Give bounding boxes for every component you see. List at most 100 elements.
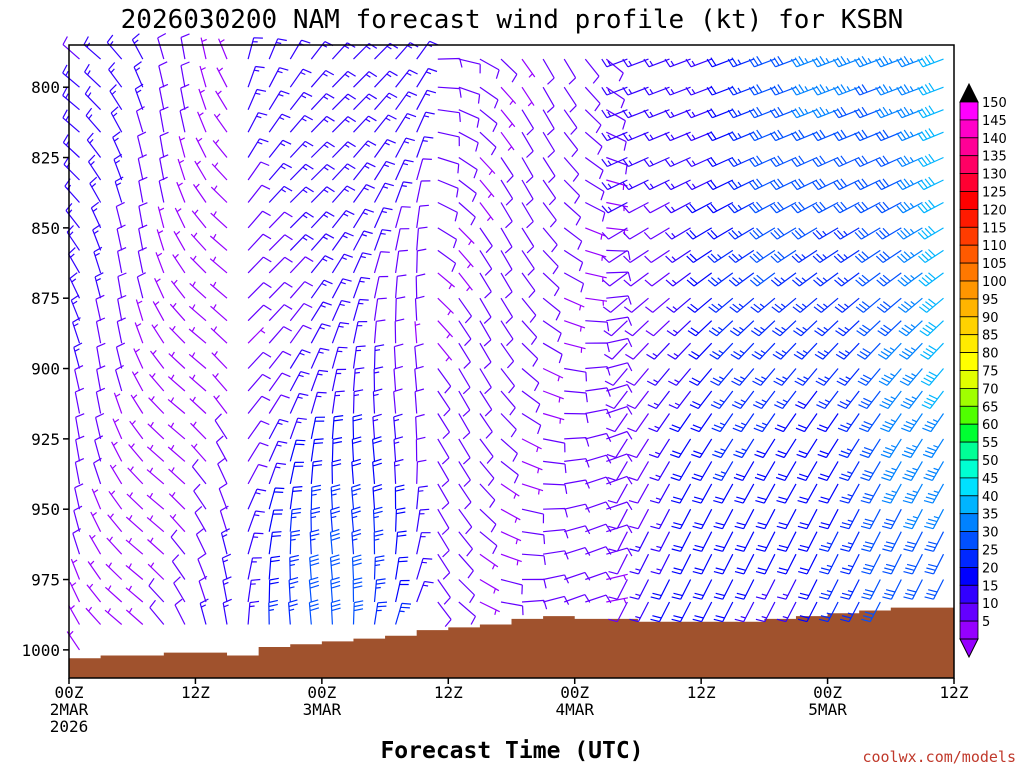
wind-barb <box>665 272 691 287</box>
wind-barb <box>643 227 670 240</box>
wind-barb <box>917 128 944 142</box>
wind-barb <box>818 461 839 481</box>
wind-barb <box>649 461 671 481</box>
colorbar-swatch <box>959 226 979 246</box>
wind-barb <box>414 388 425 414</box>
wind-barb <box>903 579 923 600</box>
wind-barb <box>167 374 186 392</box>
wind-barb <box>606 430 633 440</box>
wind-barb <box>644 272 670 287</box>
y-tick-label: 975 <box>31 571 60 590</box>
wind-barb <box>563 272 585 293</box>
wind-barb <box>310 141 335 158</box>
wind-barb <box>372 458 382 484</box>
wind-barb <box>773 368 797 386</box>
wind-barb <box>770 227 797 240</box>
wind-barb <box>917 176 944 191</box>
wind-barb <box>268 462 286 485</box>
wind-barb <box>174 207 186 229</box>
wind-barb <box>415 436 426 462</box>
wind-barb <box>896 129 923 142</box>
surface-terrain <box>69 607 954 678</box>
wind-barb <box>668 368 692 386</box>
wind-barb <box>437 483 450 510</box>
wind-barb <box>608 553 628 575</box>
wind-barb <box>605 390 628 410</box>
wind-barb <box>563 58 577 85</box>
wind-barb <box>917 54 944 68</box>
wind-barb <box>116 224 126 251</box>
wind-barb <box>755 579 776 600</box>
wind-barb <box>247 327 266 344</box>
wind-barb <box>69 581 81 603</box>
wind-barb <box>840 579 860 600</box>
wind-barb <box>109 464 123 485</box>
wind-barb <box>606 413 628 433</box>
wind-barb <box>138 224 148 251</box>
wind-barb <box>818 601 839 623</box>
wind-barb <box>790 84 818 96</box>
wind-barb <box>170 529 186 555</box>
wind-barb <box>247 488 267 510</box>
wind-barb <box>664 201 691 214</box>
wind-barb <box>650 531 671 552</box>
wind-barb <box>521 227 535 254</box>
wind-barb <box>791 201 818 214</box>
wind-barb <box>479 131 497 156</box>
wind-barb <box>133 348 144 369</box>
wind-barb <box>648 413 670 433</box>
wind-barb <box>819 553 839 575</box>
wind-barb <box>563 86 577 113</box>
wind-barb <box>62 87 80 111</box>
wind-barb <box>329 528 341 555</box>
wind-barb <box>734 553 755 575</box>
wind-barb <box>819 579 839 600</box>
wind-barb <box>331 185 356 203</box>
wind-barb <box>373 578 386 603</box>
wind-barb <box>331 116 357 133</box>
wind-barb <box>289 417 307 440</box>
wind-barb <box>813 297 839 313</box>
wind-barb <box>839 483 860 504</box>
wind-barb <box>416 67 438 88</box>
wind-barb <box>289 554 299 580</box>
wind-barb <box>896 201 923 214</box>
colorbar-label: 135 <box>982 150 1007 165</box>
wind-barb <box>896 227 923 240</box>
x-tick-label: 00Z <box>307 683 336 702</box>
wind-barb <box>816 390 839 410</box>
wind-barb <box>564 503 591 513</box>
colorbar-swatch <box>959 459 979 479</box>
colorbar-label: 5 <box>982 615 990 630</box>
wind-barb <box>645 320 670 337</box>
wind-barb <box>310 347 330 369</box>
wind-barb <box>197 553 207 580</box>
wind-barb <box>896 249 923 264</box>
wind-barb <box>309 554 320 580</box>
wind-barb <box>500 86 517 106</box>
wind-barb <box>159 154 169 181</box>
wind-barb <box>564 367 587 382</box>
wind-barb <box>87 154 102 181</box>
wind-barb <box>157 206 165 229</box>
wind-barb <box>112 418 123 440</box>
wind-barb <box>65 203 80 229</box>
wind-barb <box>331 322 350 344</box>
wind-barb <box>606 249 631 261</box>
wind-barb <box>72 317 81 344</box>
wind-barb <box>750 297 776 313</box>
wind-barb <box>94 435 104 462</box>
wind-barb <box>691 461 713 481</box>
wind-barb <box>521 390 541 413</box>
wind-barb <box>882 579 902 600</box>
wind-barb <box>416 557 433 580</box>
wind-barb <box>751 342 776 360</box>
wind-barb <box>603 320 628 337</box>
wind-barb <box>500 202 513 229</box>
wind-barb <box>156 229 165 251</box>
wind-barb <box>199 65 207 88</box>
wind-barb <box>755 531 776 552</box>
wind-barb <box>606 156 628 175</box>
wind-barb <box>247 282 272 299</box>
wind-barb <box>115 364 124 392</box>
